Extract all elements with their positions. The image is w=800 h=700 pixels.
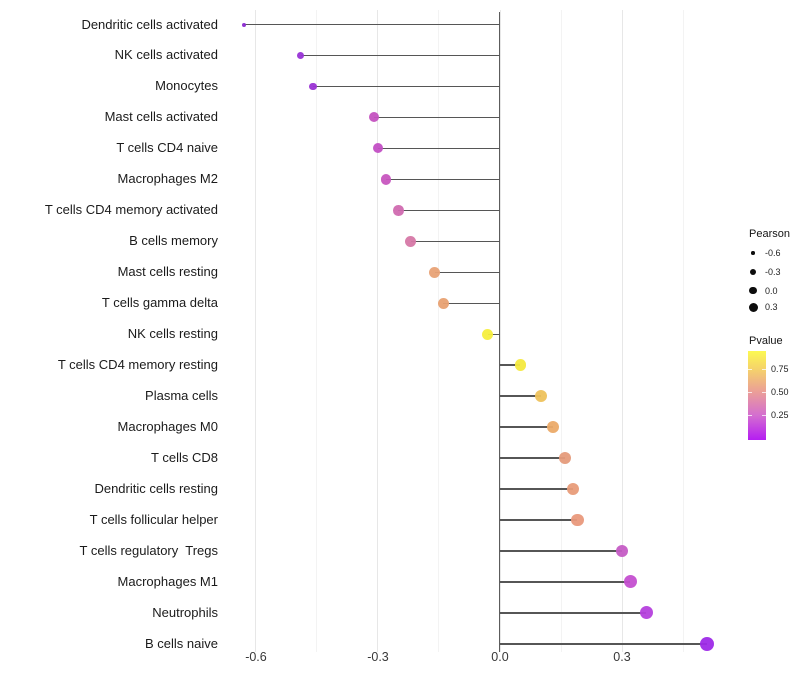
stem-line: [500, 457, 566, 459]
category-label: T cells CD4 memory activated: [44, 202, 218, 218]
data-point: [546, 421, 559, 434]
data-point: [241, 22, 246, 27]
gradient-tick-right: [762, 392, 766, 393]
color-legend-label: 0.25: [771, 410, 789, 420]
gradient-tick-left: [748, 415, 752, 416]
stem-line: [300, 54, 500, 57]
gridline-minor: [560, 10, 562, 652]
category-label: T cells CD4 naive: [116, 140, 218, 156]
gridline-minor: [682, 10, 684, 652]
color-legend-label: 0.50: [771, 387, 789, 397]
data-point: [571, 513, 584, 527]
size-legend-label: 0.3: [765, 302, 778, 312]
size-legend-dot: [749, 286, 757, 295]
data-point: [623, 575, 637, 589]
stem-line: [500, 364, 521, 366]
data-point: [437, 297, 449, 309]
gradient-tick-right: [762, 415, 766, 416]
data-point: [534, 390, 547, 403]
category-label: Mast cells resting: [117, 264, 218, 280]
stem-line: [500, 519, 578, 521]
data-point: [393, 205, 404, 216]
stem-line: [500, 488, 574, 490]
stem-line: [500, 426, 553, 428]
gridline-major: [255, 10, 257, 652]
category-label: NK cells activated: [114, 47, 218, 63]
size-legend-dot: [750, 269, 756, 275]
category-label: T cells gamma delta: [101, 295, 218, 311]
stem-line: [443, 302, 500, 304]
gridline-major: [499, 10, 501, 652]
data-point: [559, 452, 572, 465]
gridline-major: [621, 10, 623, 652]
category-label: T cells CD8: [151, 450, 218, 466]
stem-line: [386, 178, 500, 181]
color-legend-gradient-bar: [748, 351, 766, 440]
data-point: [372, 143, 383, 154]
stem-line: [500, 581, 631, 583]
data-point: [309, 82, 317, 91]
category-label: Dendritic cells resting: [94, 481, 218, 497]
category-label: Macrophages M2: [117, 171, 218, 187]
size-legend-dot: [751, 251, 755, 255]
x-tick-label: 0.3: [613, 650, 631, 664]
category-label: Neutrophils: [152, 604, 218, 620]
size-legend-label: -0.6: [765, 248, 781, 258]
category-label: T cells regulatory Tregs: [79, 542, 218, 558]
category-label: NK cells resting: [127, 326, 218, 342]
category-label: T cells follicular helper: [89, 512, 218, 528]
gridline-minor: [438, 10, 440, 652]
data-point: [514, 359, 527, 371]
gridline-major: [377, 10, 379, 652]
gradient-tick-left: [748, 369, 752, 370]
data-point: [700, 636, 715, 651]
x-tick-label: -0.3: [367, 650, 389, 664]
color-legend-title: Pvalue: [749, 335, 783, 347]
stem-line: [487, 333, 500, 335]
zero-reference-line: [499, 12, 500, 652]
data-point: [567, 483, 580, 496]
size-legend-label: 0.0: [765, 285, 778, 296]
data-point: [368, 112, 379, 123]
category-label: T cells CD4 memory resting: [57, 357, 218, 373]
category-label: B cells naive: [145, 635, 218, 651]
stem-line: [434, 271, 500, 273]
data-point: [429, 266, 441, 278]
stem-line: [377, 147, 500, 150]
category-label: Mast cells activated: [104, 109, 218, 125]
data-point: [639, 606, 653, 620]
category-label: Monocytes: [155, 78, 218, 94]
size-legend-label: -0.3: [765, 267, 781, 277]
x-tick-label: 0.0: [491, 650, 509, 664]
size-legend-title: Pearson: [749, 228, 790, 240]
category-label: Macrophages M0: [117, 419, 218, 435]
gridline-minor: [316, 10, 318, 652]
category-label: Plasma cells: [145, 388, 218, 404]
gradient-tick-right: [762, 369, 766, 370]
data-point: [482, 328, 494, 340]
size-legend-dot: [748, 302, 758, 312]
stem-line: [500, 395, 541, 397]
stem-line: [500, 550, 622, 552]
gradient-tick-left: [748, 392, 752, 393]
color-legend-label: 0.75: [771, 364, 789, 374]
stem-line: [398, 209, 500, 211]
stem-line: [500, 643, 708, 645]
category-label: Macrophages M1: [117, 573, 218, 589]
data-point: [405, 235, 417, 247]
category-label: B cells memory: [129, 233, 218, 249]
data-point: [380, 174, 392, 185]
category-label: Dendritic cells activated: [81, 16, 218, 32]
stem-line: [410, 240, 500, 242]
stem-line: [500, 612, 647, 614]
stem-line: [243, 23, 500, 26]
data-point: [297, 51, 305, 59]
stem-line: [373, 116, 500, 119]
data-point: [615, 544, 629, 558]
x-tick-label: -0.6: [245, 650, 267, 664]
stem-line: [312, 85, 500, 88]
